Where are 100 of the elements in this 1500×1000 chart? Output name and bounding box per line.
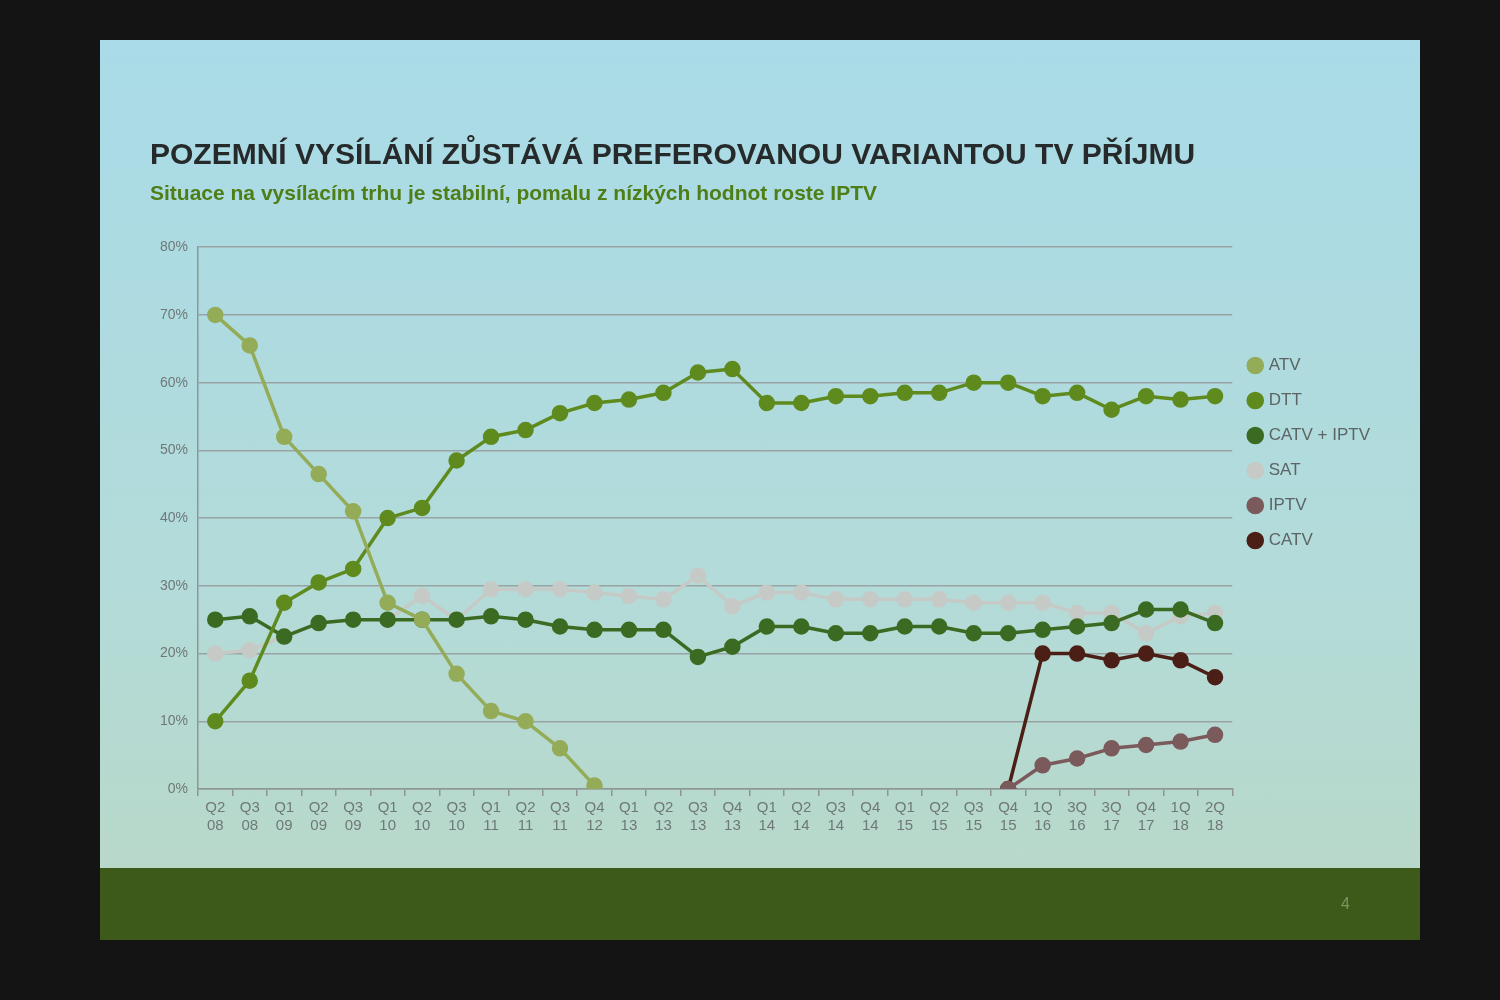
x-tick-label: Q2 08 — [205, 798, 226, 834]
y-tick-label: 60% — [159, 373, 189, 390]
y-tick-label: 20% — [159, 644, 189, 661]
point — [586, 394, 603, 412]
point — [1068, 750, 1086, 767]
point — [379, 594, 396, 612]
legend-label: SAT — [1268, 460, 1301, 480]
y-tick-label: 80% — [159, 238, 189, 255]
point — [1137, 736, 1155, 754]
x-tick-label: Q3 11 — [550, 798, 571, 834]
legend-label: DTT — [1268, 390, 1302, 410]
point — [1068, 618, 1086, 635]
x-tick-label: Q3 10 — [446, 798, 467, 834]
point — [758, 618, 776, 635]
point — [413, 499, 431, 517]
point — [448, 452, 465, 469]
x-tick-label: Q4 17 — [1136, 798, 1157, 834]
point — [275, 428, 293, 446]
x-tick-label: Q3 13 — [687, 798, 708, 834]
x-tick-label: Q4 14 — [860, 798, 881, 834]
point — [1206, 669, 1224, 686]
point — [551, 740, 569, 757]
x-tick-label: Q4 15 — [998, 798, 1019, 834]
point — [999, 624, 1017, 642]
x-tick-label: Q1 15 — [894, 798, 915, 834]
point — [1068, 384, 1086, 402]
point — [207, 713, 224, 730]
point — [896, 384, 913, 402]
point — [551, 404, 569, 422]
x-tick-label: Q1 14 — [756, 798, 777, 834]
x-tick-label: Q3 15 — [963, 798, 984, 834]
point — [482, 608, 500, 625]
x-tick-label: 1Q 18 — [1170, 798, 1191, 834]
point — [1172, 601, 1189, 618]
point — [965, 374, 982, 391]
point — [310, 574, 327, 591]
point — [655, 384, 672, 402]
point — [517, 611, 534, 628]
point — [517, 580, 534, 598]
point — [1172, 391, 1189, 408]
point — [689, 567, 707, 584]
point — [207, 611, 224, 628]
point — [793, 618, 810, 635]
point — [310, 465, 327, 483]
point — [655, 621, 672, 639]
point — [207, 306, 224, 324]
x-tick-label: Q2 11 — [515, 798, 536, 834]
point — [965, 624, 982, 642]
x-tick-label: 2Q 18 — [1205, 798, 1226, 834]
point — [930, 384, 948, 402]
point — [1137, 645, 1155, 662]
point — [1034, 645, 1051, 662]
point — [517, 713, 534, 730]
y-tick-label: 0% — [167, 779, 189, 796]
x-tick-label: Q2 14 — [791, 798, 812, 834]
x-tick-label: Q1 09 — [274, 798, 295, 834]
point — [1206, 387, 1224, 405]
point — [241, 337, 258, 354]
legend-label: IPTV — [1268, 495, 1308, 515]
point — [689, 648, 707, 666]
x-tick-label: Q2 13 — [653, 798, 674, 834]
point — [1034, 757, 1051, 774]
point — [1103, 740, 1120, 757]
x-tick-label: Q3 08 — [239, 798, 260, 834]
point — [241, 672, 258, 689]
x-tick-label: Q3 09 — [343, 798, 364, 834]
x-tick-label: Q3 14 — [825, 798, 846, 834]
legend-label: ATV — [1268, 355, 1302, 375]
point — [1137, 387, 1155, 405]
point — [379, 509, 396, 527]
x-tick-label: Q1 10 — [377, 798, 398, 834]
point — [930, 618, 948, 635]
point — [1034, 387, 1051, 405]
point — [620, 587, 638, 605]
point — [1137, 601, 1155, 618]
point — [344, 503, 362, 520]
x-tick-label: 1Q 16 — [1032, 798, 1053, 834]
x-tick-label: Q2 09 — [308, 798, 329, 834]
point — [1068, 645, 1086, 662]
point — [448, 665, 465, 683]
point — [586, 621, 603, 639]
y-tick-label: 70% — [159, 305, 189, 322]
x-tick-label: Q2 10 — [412, 798, 433, 834]
x-tick-label: Q1 11 — [481, 798, 502, 834]
y-tick-label: 50% — [159, 441, 189, 458]
x-tick-label: Q4 13 — [722, 798, 743, 834]
point — [1034, 621, 1051, 639]
x-tick-label: 3Q 17 — [1101, 798, 1122, 834]
point — [724, 360, 741, 378]
point — [517, 421, 534, 439]
point — [689, 364, 707, 381]
y-tick-label: 10% — [159, 712, 189, 729]
point — [551, 618, 569, 635]
point — [862, 387, 879, 405]
point — [1103, 401, 1120, 418]
x-tick-label: Q1 13 — [618, 798, 639, 834]
y-tick-label: 30% — [159, 576, 189, 593]
point — [275, 594, 293, 612]
point — [586, 584, 603, 601]
point — [1068, 604, 1086, 622]
